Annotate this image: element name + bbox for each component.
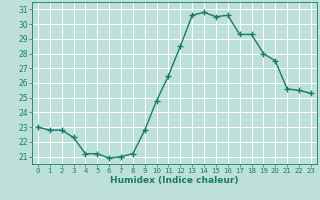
X-axis label: Humidex (Indice chaleur): Humidex (Indice chaleur) (110, 176, 239, 185)
